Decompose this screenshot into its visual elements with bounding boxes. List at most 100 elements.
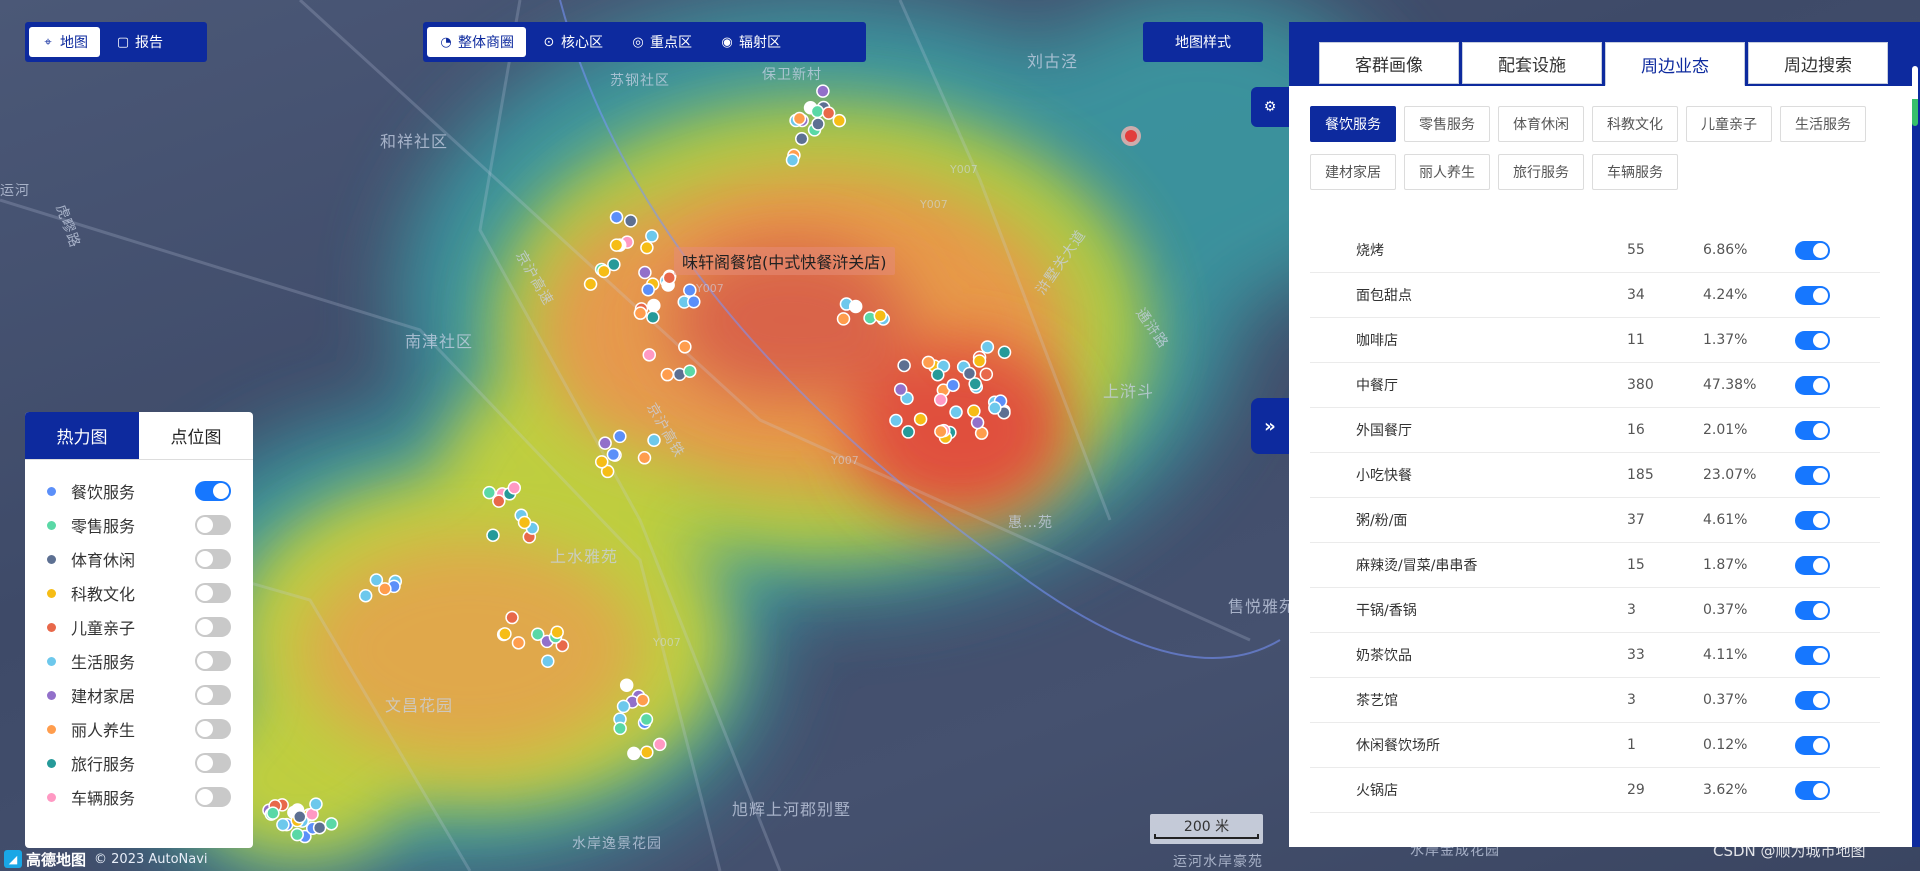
subcategory-button[interactable]: 儿童亲子 — [1686, 106, 1772, 142]
poi-dot[interactable] — [662, 270, 677, 285]
poi-dot[interactable] — [836, 312, 851, 326]
poi-dot[interactable] — [687, 294, 701, 309]
poi-dot[interactable] — [507, 481, 522, 495]
poi-dot[interactable] — [266, 806, 280, 820]
legend-toggle[interactable] — [195, 549, 231, 569]
poi-dot[interactable] — [821, 106, 836, 120]
poi-dot[interactable] — [934, 424, 948, 439]
poi-dot[interactable] — [627, 746, 641, 761]
poi-dot[interactable] — [970, 415, 985, 430]
poi-dot[interactable] — [642, 348, 657, 362]
poi-dot[interactable] — [641, 283, 655, 297]
row-toggle[interactable] — [1795, 600, 1830, 620]
poi-dot[interactable] — [931, 367, 945, 382]
poi-dot[interactable] — [639, 712, 654, 727]
legend-toggle[interactable] — [195, 481, 231, 501]
row-toggle[interactable] — [1795, 420, 1830, 440]
poi-dot[interactable] — [997, 345, 1012, 360]
poi-dot[interactable] — [324, 817, 339, 831]
legend-toggle[interactable] — [195, 617, 231, 637]
poi-dot[interactable] — [647, 433, 661, 447]
poi-dot[interactable] — [653, 737, 667, 752]
row-toggle[interactable] — [1795, 465, 1830, 485]
poi-dot[interactable] — [511, 636, 526, 650]
panel-tab[interactable]: 客群画像 — [1319, 42, 1459, 84]
poi-dot[interactable] — [312, 820, 327, 835]
subcategory-button[interactable]: 生活服务 — [1780, 106, 1866, 142]
subcategory-button[interactable]: 餐饮服务 — [1310, 106, 1396, 142]
legend-toggle[interactable] — [195, 753, 231, 773]
poi-dot[interactable] — [598, 436, 612, 450]
key-area-button[interactable]: ◎ 重点区 — [619, 27, 704, 57]
whole-area-button[interactable]: ◔ 整体商圈 — [427, 27, 526, 57]
poi-dot[interactable] — [482, 485, 497, 500]
poi-dot[interactable] — [358, 588, 373, 603]
poi-dot[interactable] — [647, 298, 661, 313]
poi-dot[interactable] — [290, 827, 304, 842]
poi-dot[interactable] — [640, 240, 654, 255]
poi-dot[interactable] — [683, 283, 697, 297]
poi-dot[interactable] — [369, 573, 384, 587]
panel-tab[interactable]: 配套设施 — [1462, 42, 1602, 84]
poi-dot[interactable] — [530, 627, 545, 641]
poi-dot[interactable] — [613, 721, 627, 736]
subcategory-button[interactable]: 建材家居 — [1310, 154, 1396, 190]
poi-dot[interactable] — [962, 366, 977, 381]
poi-dot[interactable] — [901, 425, 915, 439]
map-style-button[interactable]: 地图样式 — [1143, 22, 1263, 62]
poi-dot[interactable] — [968, 377, 982, 391]
legend-toggle[interactable] — [195, 651, 231, 671]
poi-dot[interactable] — [848, 299, 863, 314]
poi-dot[interactable] — [921, 355, 936, 370]
poi-dot[interactable] — [636, 693, 650, 707]
report-button[interactable]: ▢ 报告 — [104, 27, 175, 57]
legend-toggle[interactable] — [195, 583, 231, 603]
poi-dot[interactable] — [972, 354, 987, 368]
poi-dot[interactable] — [505, 610, 519, 625]
collapse-panel-button[interactable]: » — [1251, 398, 1289, 454]
poi-dot[interactable] — [583, 277, 598, 291]
poi-dot[interactable] — [816, 84, 830, 98]
settings-tab[interactable]: ⚙ — [1251, 87, 1289, 127]
poi-dot[interactable] — [609, 238, 624, 252]
poi-dot[interactable] — [893, 382, 908, 397]
poi-dot[interactable] — [378, 582, 392, 596]
tab-heatmap[interactable]: 热力图 — [25, 412, 139, 459]
poi-dot[interactable] — [811, 117, 825, 131]
legend-toggle[interactable] — [195, 685, 231, 705]
poi-dot[interactable] — [967, 404, 981, 418]
row-toggle[interactable] — [1795, 735, 1830, 755]
poi-dot[interactable] — [637, 451, 652, 465]
poi-dot[interactable] — [309, 797, 323, 811]
legend-toggle[interactable] — [195, 787, 231, 807]
row-toggle[interactable] — [1795, 690, 1830, 710]
poi-dot[interactable] — [873, 308, 888, 323]
poi-dot[interactable] — [646, 310, 660, 324]
subcategory-button[interactable]: 体育休闲 — [1498, 106, 1584, 142]
poi-dot[interactable] — [645, 229, 659, 243]
poi-dot[interactable] — [810, 104, 825, 119]
row-toggle[interactable] — [1795, 780, 1830, 800]
poi-dot[interactable] — [792, 111, 807, 126]
poi-dot[interactable] — [979, 367, 994, 382]
row-toggle[interactable] — [1795, 240, 1830, 260]
subcategory-button[interactable]: 车辆服务 — [1592, 154, 1678, 190]
poi-dot[interactable] — [638, 265, 652, 280]
poi-dot[interactable] — [550, 625, 564, 639]
poi-dot[interactable] — [897, 358, 911, 373]
subcategory-button[interactable]: 旅行服务 — [1498, 154, 1584, 190]
poi-dot[interactable] — [949, 405, 963, 419]
tab-point-map[interactable]: 点位图 — [170, 428, 222, 448]
poi-dot[interactable] — [616, 699, 631, 714]
location-marker[interactable] — [1121, 126, 1141, 146]
panel-tab[interactable]: 周边搜索 — [1748, 42, 1888, 84]
poi-dot[interactable] — [889, 413, 903, 428]
radiation-area-button[interactable]: ◉ 辐射区 — [708, 27, 793, 57]
poi-dot[interactable] — [607, 257, 621, 272]
scrollbar[interactable] — [1912, 66, 1918, 126]
legend-toggle[interactable] — [195, 515, 231, 535]
row-toggle[interactable] — [1795, 645, 1830, 665]
poi-dot[interactable] — [785, 153, 800, 167]
poi-dot[interactable] — [795, 132, 809, 146]
poi-dot[interactable] — [683, 364, 697, 378]
